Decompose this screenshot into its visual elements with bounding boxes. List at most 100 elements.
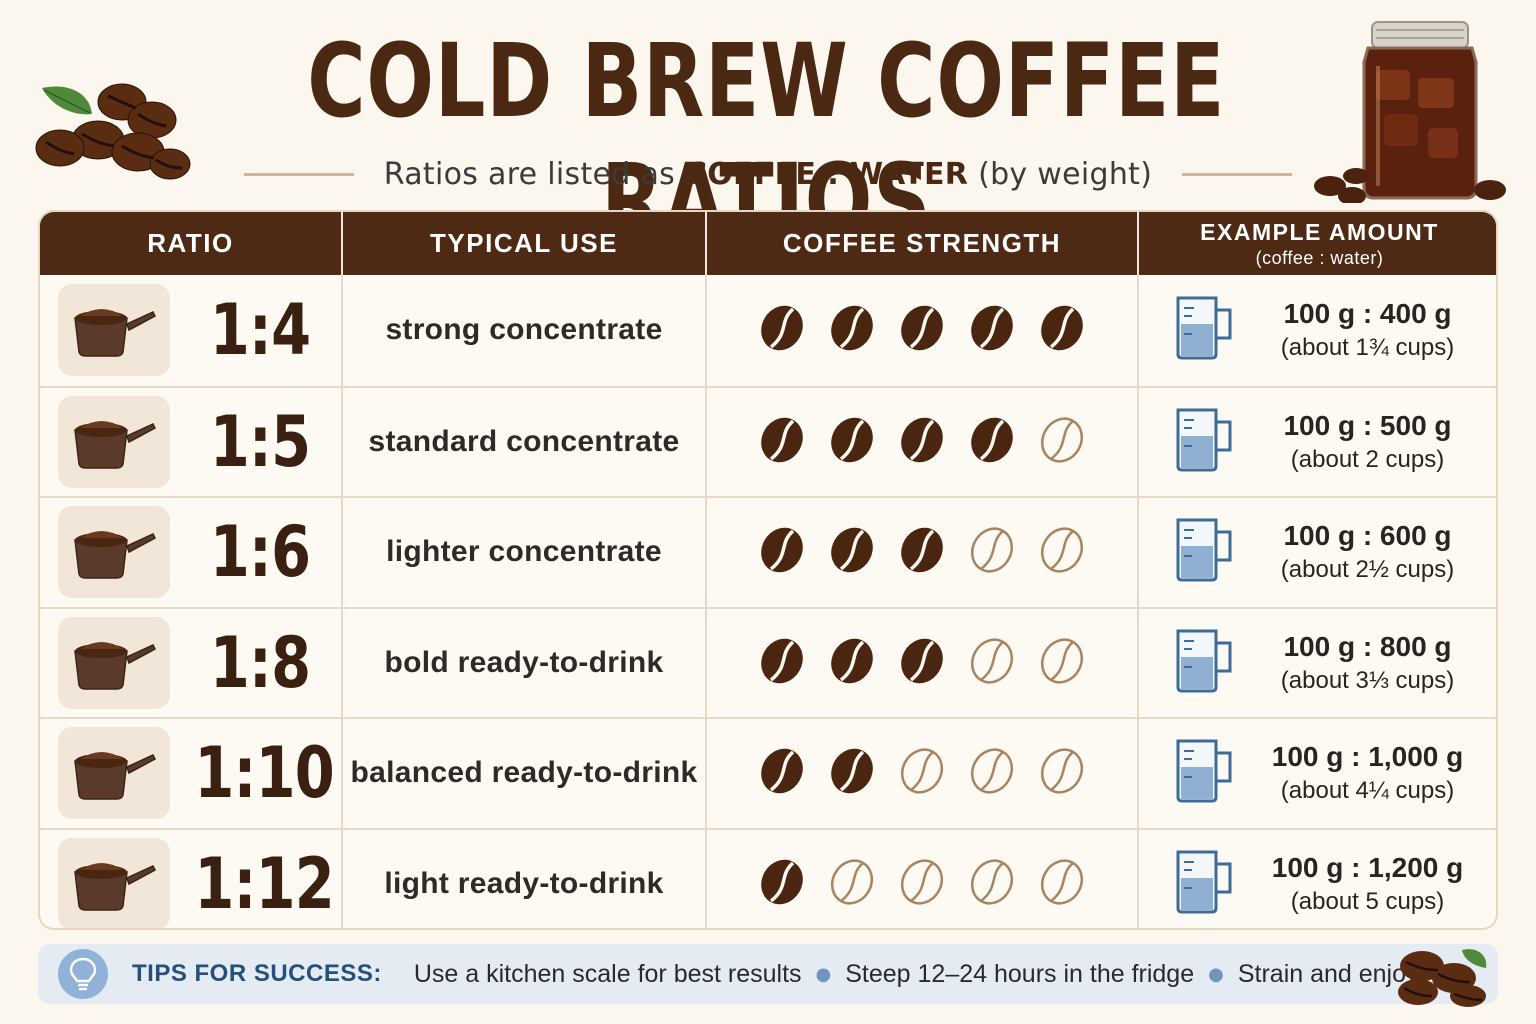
ratio-value: 1:5 — [209, 400, 311, 483]
typical-use-text: strong concentrate — [385, 313, 663, 347]
cold-brew-jar-illustration — [1314, 21, 1506, 203]
subtitle: Ratios are listed as COFFEE : WATER (by … — [384, 157, 1153, 192]
example-amount-cell: 100 g : 500 g (about 2 cups) — [1139, 388, 1496, 497]
tips-list: Use a kitchen scale for best results ● S… — [414, 960, 1426, 989]
coffee-bean-outline-icon — [969, 525, 1015, 579]
divider-left — [243, 172, 354, 176]
amount-weight: 100 g : 800 g — [1283, 630, 1452, 662]
coffee-bean-filled-icon — [829, 636, 875, 690]
strength-rating — [759, 636, 1085, 690]
amount-cups: (about 2½ cups) — [1280, 556, 1455, 584]
coffee-bean-outline-icon — [829, 857, 875, 911]
tips-label: TIPS FOR SUCCESS: — [132, 960, 382, 987]
coffee-bean-outline-icon — [1039, 415, 1085, 469]
amount-group: 100 g : 1,200 g (about 5 cups) — [1172, 848, 1468, 920]
coffee-scoop-icon — [58, 837, 170, 928]
amount-cups: (about 5 cups) — [1290, 887, 1445, 915]
coffee-bean-filled-icon — [969, 303, 1015, 357]
tip-item: Use a kitchen scale for best results — [413, 959, 802, 988]
typical-use-cell: standard concentrate — [343, 387, 707, 496]
header-typical-use: TYPICAL USE — [343, 212, 707, 275]
example-amount-cell: 100 g : 1,000 g (about 4¼ cups) — [1139, 719, 1496, 828]
subtitle-prefix: Ratios are listed as — [383, 156, 676, 192]
coffee-bean-filled-icon — [829, 525, 875, 579]
header-ratio-label: RATIO — [147, 228, 234, 258]
strength-rating — [759, 415, 1085, 469]
bullet-separator: ● — [1208, 963, 1224, 985]
coffee-bean-filled-icon — [759, 857, 805, 911]
header-coffee-strength: COFFEE STRENGTH — [707, 212, 1139, 275]
tips-bar: TIPS FOR SUCCESS: Use a kitchen scale fo… — [38, 944, 1498, 1004]
coffee-bean-filled-icon — [759, 746, 805, 800]
example-amount-cell: 100 g : 800 g (about 3⅓ cups) — [1139, 609, 1496, 718]
strength-rating — [759, 525, 1085, 579]
bullet-separator: ● — [815, 963, 832, 985]
amount-weight: 100 g : 1,200 g — [1271, 851, 1464, 883]
coffee-bean-outline-icon — [1039, 857, 1085, 911]
coffee-bean-outline-icon — [1039, 636, 1085, 690]
coffee-bean-outline-icon — [969, 746, 1015, 800]
ratio-cell: 1:5 — [40, 387, 343, 496]
ratio-cell: 1:10 — [40, 719, 343, 828]
coffee-bean-filled-icon — [759, 303, 805, 357]
typical-use-cell: bold ready-to-drink — [343, 608, 707, 717]
amount-cups: (about 3⅓ cups) — [1280, 666, 1455, 694]
measuring-cup-icon — [1172, 627, 1238, 699]
coffee-bean-filled-icon — [829, 303, 875, 357]
measuring-cup-icon — [1172, 737, 1238, 809]
amount-weight: 100 g : 400 g — [1283, 298, 1452, 330]
amount-text: 100 g : 1,200 g (about 5 cups) — [1268, 852, 1468, 916]
coffee-scoop-icon — [58, 727, 170, 820]
typical-use-text: standard concentrate — [368, 424, 680, 458]
coffee-bean-filled-icon — [899, 525, 945, 579]
typical-use-text: bold ready-to-drink — [384, 645, 664, 679]
coffee-bean-filled-icon — [759, 636, 805, 690]
amount-group: 100 g : 400 g (about 1¾ cups) — [1172, 294, 1468, 366]
divider-right — [1182, 172, 1293, 176]
typical-use-cell: light ready-to-drink — [343, 829, 707, 928]
lightbulb-icon — [58, 949, 108, 999]
ratio-value: 1:8 — [209, 621, 311, 704]
coffee-bean-outline-icon — [1039, 746, 1085, 800]
amount-text: 100 g : 600 g (about 2½ cups) — [1268, 520, 1468, 584]
tip-item: Steep 12–24 hours in the fridge — [845, 959, 1195, 988]
coffee-bean-filled-icon — [1039, 303, 1085, 357]
strength-rating — [759, 857, 1085, 911]
coffee-bean-filled-icon — [759, 415, 805, 469]
header-strength-label: COFFEE STRENGTH — [782, 228, 1062, 258]
table-row: 1:8 bold ready-to-drink 100 g : 800 g (abou… — [40, 606, 1496, 718]
coffee-bean-outline-icon — [969, 636, 1015, 690]
amount-text: 100 g : 500 g (about 2 cups) — [1268, 410, 1468, 474]
header-example-amount: EXAMPLE AMOUNT (coffee : water) — [1139, 212, 1496, 275]
amount-cups: (about 4¼ cups) — [1280, 777, 1455, 805]
header-ratio: RATIO — [40, 212, 343, 275]
typical-use-text: lighter concentrate — [386, 535, 662, 569]
typical-use-text: light ready-to-drink — [384, 866, 664, 900]
coffee-scoop-icon — [58, 616, 170, 709]
coffee-bean-outline-icon — [1039, 525, 1085, 579]
amount-text: 100 g : 1,000 g (about 4¼ cups) — [1268, 741, 1468, 805]
amount-group: 100 g : 800 g (about 3⅓ cups) — [1172, 627, 1468, 699]
coffee-bean-filled-icon — [829, 746, 875, 800]
amount-text: 100 g : 400 g (about 1¾ cups) — [1268, 298, 1468, 362]
coffee-bean-filled-icon — [759, 525, 805, 579]
table-row: 1:12 light ready-to-drink 100 g : 1,200 g (… — [40, 827, 1496, 929]
strength-cell — [707, 275, 1139, 386]
ratio-value: 1:10 — [194, 732, 334, 815]
coffee-bean-filled-icon — [899, 415, 945, 469]
amount-group: 100 g : 1,000 g (about 4¼ cups) — [1172, 737, 1468, 809]
coffee-beans-illustration — [35, 83, 191, 180]
strength-cell — [707, 498, 1139, 607]
ratio-value: 1:12 — [194, 842, 334, 925]
coffee-scoop-icon — [58, 395, 170, 488]
example-amount-cell: 100 g : 1,200 g (about 5 cups) — [1139, 830, 1496, 929]
table-row: 1:6 lighter concentrate 100 g : 600 g (abou… — [40, 496, 1496, 607]
measuring-cup-icon — [1172, 406, 1238, 478]
strength-cell — [707, 608, 1139, 717]
coffee-scoop-icon — [58, 284, 170, 377]
strength-rating — [759, 746, 1085, 800]
coffee-bean-outline-icon — [899, 857, 945, 911]
amount-weight: 100 g : 600 g — [1283, 520, 1452, 552]
amount-text: 100 g : 800 g (about 3⅓ cups) — [1268, 631, 1468, 695]
subtitle-suffix: (by weight) — [978, 156, 1153, 192]
